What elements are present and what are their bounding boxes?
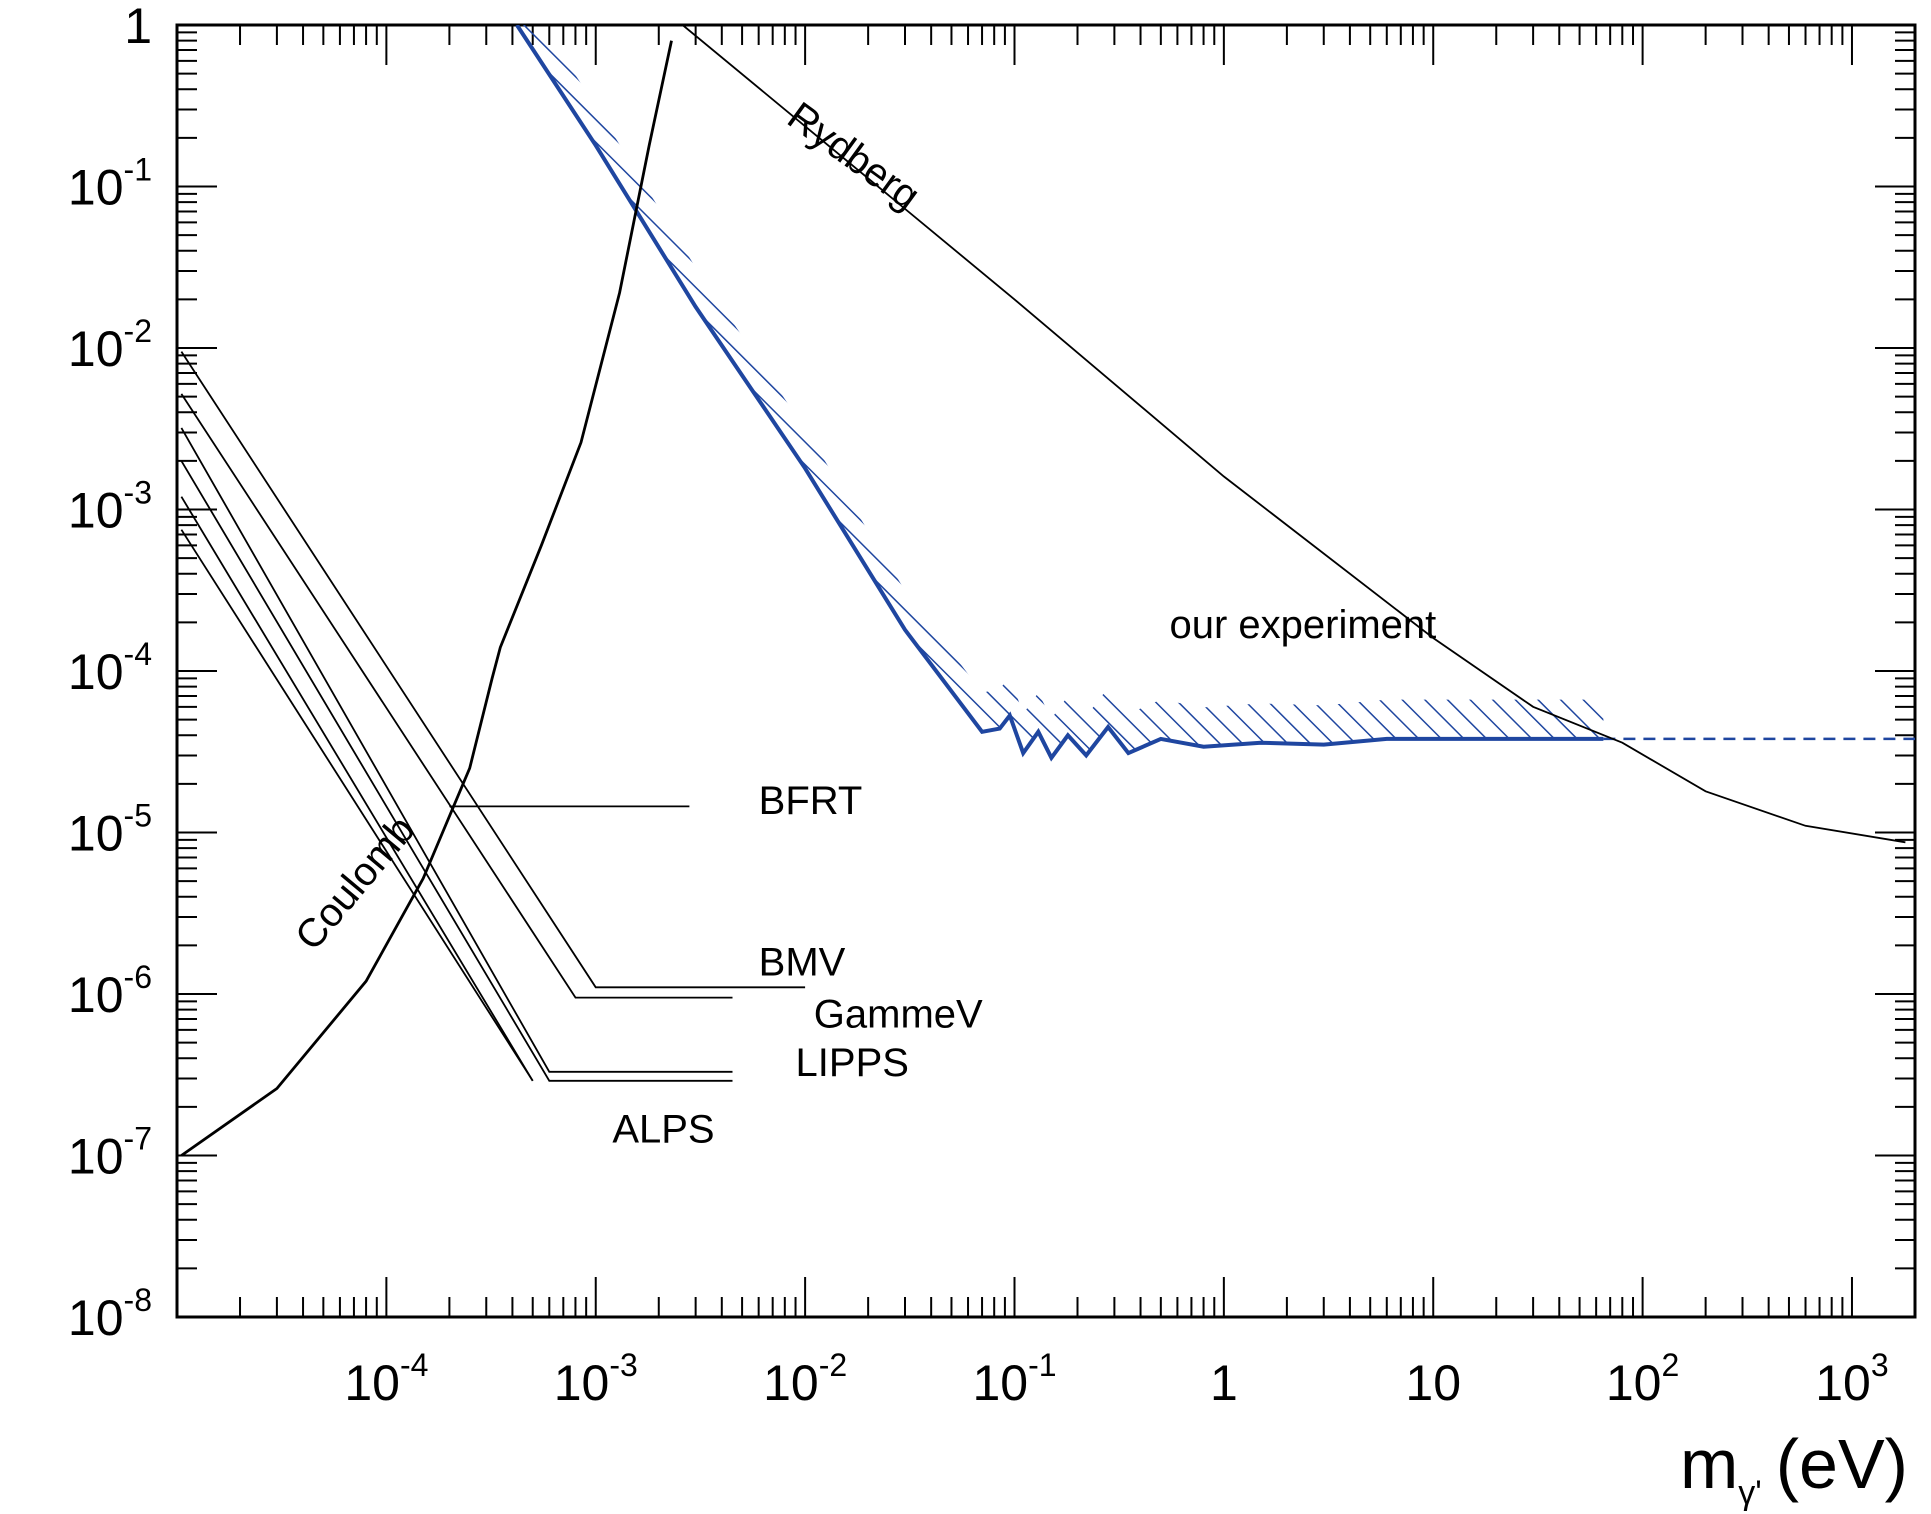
y-tick-label: 10-1: [68, 152, 152, 216]
x-tick-labels: 10-4 10-3 10-2 10-1 1 10 102 103: [344, 1347, 1888, 1411]
tick-marks: [176, 24, 1916, 1318]
alps-series-line-2: [180, 529, 534, 1082]
label-rydberg: Rydberg: [780, 94, 928, 218]
x-tick-label: 102: [1606, 1347, 1679, 1411]
y-tick-label: 1: [124, 0, 152, 54]
y-tick-labels: 1 10-1 10-2 10-3 10-4 10-5 10-6 10-7 10-8: [68, 0, 152, 1346]
label-alps: ALPS: [612, 1108, 714, 1152]
label-bfrt: BFRT: [759, 779, 863, 823]
label-gammev: GammeV: [814, 993, 983, 1037]
gammev-series-line: [180, 393, 733, 999]
coulomb-series-line: [180, 40, 673, 1157]
lipps-series-line-2: [180, 460, 733, 1082]
rydberg-series-line: [682, 25, 1906, 844]
x-axis-title-base: m: [1680, 1425, 1738, 1503]
y-tick-label: 10-2: [68, 313, 152, 377]
x-tick-label: 10: [1405, 1355, 1461, 1411]
x-tick-label: 10-2: [763, 1347, 847, 1411]
x-axis-title-unit: (eV): [1776, 1425, 1908, 1503]
series-layer: [180, 25, 1915, 1157]
y-tick-label: 10-6: [68, 959, 152, 1023]
x-tick-label: 103: [1815, 1347, 1888, 1411]
label-our-experiment: our experiment: [1169, 603, 1436, 647]
label-bmv: BMV: [759, 941, 846, 985]
x-axis-title: mγ' (eV): [1680, 1425, 1908, 1512]
our-experiment-series-hatch: [516, 25, 1604, 758]
y-tick-label: 10-7: [68, 1121, 152, 1185]
x-tick-label: 10-4: [344, 1347, 428, 1411]
y-tick-label: 10-4: [68, 636, 152, 700]
x-tick-label: 10-1: [972, 1347, 1056, 1411]
x-axis-title-subscript: γ': [1738, 1474, 1762, 1512]
y-tick-label: 10-8: [68, 1282, 152, 1346]
y-tick-label: 10-3: [68, 475, 152, 539]
plot-frame: [175, 23, 1917, 1319]
alps-series-line: [180, 496, 534, 1082]
our-experiment-series-line: [515, 25, 1604, 762]
lipps-series-line: [180, 427, 733, 1073]
x-tick-label: 1: [1210, 1355, 1238, 1411]
label-lipps: LIPPS: [796, 1041, 909, 1085]
x-tick-label: 10-3: [554, 1347, 638, 1411]
y-tick-label: 10-5: [68, 798, 152, 862]
bmv-series-line: [180, 351, 806, 989]
label-coulomb: Coulomb: [287, 808, 424, 959]
